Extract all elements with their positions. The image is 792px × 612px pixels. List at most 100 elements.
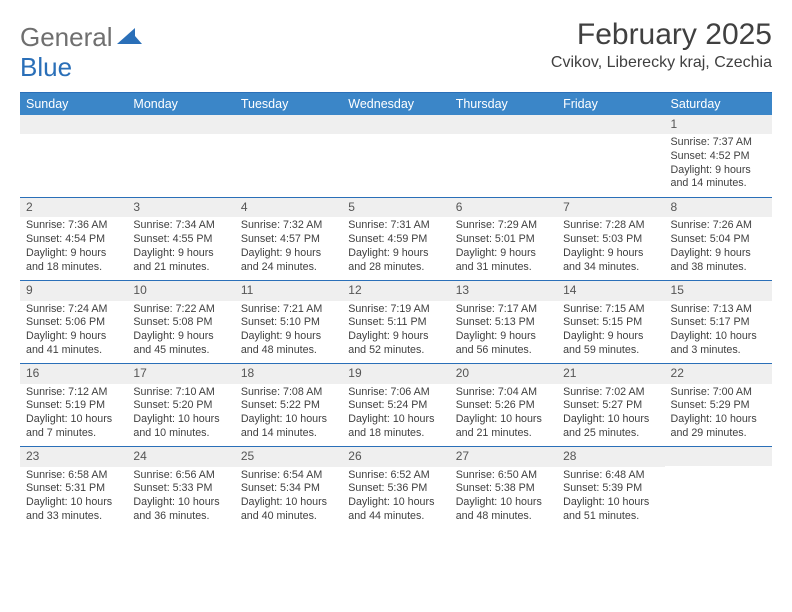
daylight-line: Daylight: 10 hours and 3 minutes. [671,330,768,357]
brand-sail-icon [115,26,143,48]
calendar-day: 13Sunrise: 7:17 AMSunset: 5:13 PMDayligh… [450,281,557,363]
day-number [235,115,342,134]
day-number: 22 [665,364,772,383]
day-number: 12 [342,281,449,300]
sunset-line: Sunset: 5:36 PM [348,482,445,496]
sunset-line: Sunset: 4:54 PM [26,233,123,247]
sunrise-line: Sunrise: 6:52 AM [348,469,445,483]
daylight-line: Daylight: 10 hours and 48 minutes. [456,496,553,523]
sunset-line: Sunset: 5:19 PM [26,399,123,413]
sunrise-line: Sunrise: 6:48 AM [563,469,660,483]
month-title: February 2025 [551,18,772,52]
brand-part2: Blue [20,52,72,83]
calendar-day: 23Sunrise: 6:58 AMSunset: 5:31 PMDayligh… [20,447,127,529]
calendar-day: 7Sunrise: 7:28 AMSunset: 5:03 PMDaylight… [557,198,664,280]
calendar-day: 16Sunrise: 7:12 AMSunset: 5:19 PMDayligh… [20,364,127,446]
daylight-line: Daylight: 9 hours and 34 minutes. [563,247,660,274]
day-number [665,447,772,466]
calendar-day: 28Sunrise: 6:48 AMSunset: 5:39 PMDayligh… [557,447,664,529]
day-number [20,115,127,134]
daylight-line: Daylight: 10 hours and 40 minutes. [241,496,338,523]
sunset-line: Sunset: 4:55 PM [133,233,230,247]
daylight-line: Daylight: 9 hours and 31 minutes. [456,247,553,274]
sunrise-line: Sunrise: 6:58 AM [26,469,123,483]
sunrise-line: Sunrise: 7:26 AM [671,219,768,233]
sunrise-line: Sunrise: 7:08 AM [241,386,338,400]
daylight-line: Daylight: 9 hours and 52 minutes. [348,330,445,357]
sunset-line: Sunset: 5:11 PM [348,316,445,330]
weekday-saturday: Saturday [665,97,772,111]
calendar-day: 5Sunrise: 7:31 AMSunset: 4:59 PMDaylight… [342,198,449,280]
daylight-line: Daylight: 10 hours and 36 minutes. [133,496,230,523]
weekday-sunday: Sunday [20,97,127,111]
weekday-monday: Monday [127,97,234,111]
weekday-thursday: Thursday [450,97,557,111]
sunset-line: Sunset: 5:06 PM [26,316,123,330]
sunset-line: Sunset: 4:57 PM [241,233,338,247]
sunset-line: Sunset: 5:24 PM [348,399,445,413]
day-number: 20 [450,364,557,383]
calendar-week: 16Sunrise: 7:12 AMSunset: 5:19 PMDayligh… [20,363,772,446]
daylight-line: Daylight: 10 hours and 51 minutes. [563,496,660,523]
calendar-day: 9Sunrise: 7:24 AMSunset: 5:06 PMDaylight… [20,281,127,363]
daylight-line: Daylight: 9 hours and 18 minutes. [26,247,123,274]
day-number: 21 [557,364,664,383]
calendar-day: 3Sunrise: 7:34 AMSunset: 4:55 PMDaylight… [127,198,234,280]
sunrise-line: Sunrise: 7:12 AM [26,386,123,400]
weekday-friday: Friday [557,97,664,111]
day-number: 6 [450,198,557,217]
sunrise-line: Sunrise: 7:10 AM [133,386,230,400]
day-number: 10 [127,281,234,300]
daylight-line: Daylight: 9 hours and 48 minutes. [241,330,338,357]
calendar-week: 1Sunrise: 7:37 AMSunset: 4:52 PMDaylight… [20,115,772,197]
calendar-grid: 1Sunrise: 7:37 AMSunset: 4:52 PMDaylight… [20,115,772,530]
calendar-day: 4 Sunrise: 7:32 AMSunset: 4:57 PMDaylight… [235,198,342,280]
weekday-wednesday: Wednesday [342,97,449,111]
sunset-line: Sunset: 5:31 PM [26,482,123,496]
title-block: February 2025 Cvikov, Liberecky kraj, Cz… [551,18,772,72]
calendar-day: 21Sunrise: 7:02 AMSunset: 5:27 PMDayligh… [557,364,664,446]
sunrise-line: Sunrise: 7:32 AM [241,219,338,233]
location-line: Cvikov, Liberecky kraj, Czechia [551,54,772,72]
daylight-line: Daylight: 10 hours and 14 minutes. [241,413,338,440]
daylight-line: Daylight: 10 hours and 10 minutes. [133,413,230,440]
daylight-line: Daylight: 10 hours and 25 minutes. [563,413,660,440]
sunrise-line: Sunrise: 7:00 AM [671,386,768,400]
day-number: 3 [127,198,234,217]
sunrise-line: Sunrise: 7:37 AM [671,136,768,150]
brand-part1: General [20,22,113,53]
sunrise-line: Sunrise: 7:21 AM [241,303,338,317]
day-number: 19 [342,364,449,383]
calendar-day: 27Sunrise: 6:50 AMSunset: 5:38 PMDayligh… [450,447,557,529]
sunset-line: Sunset: 5:26 PM [456,399,553,413]
calendar-week: 9Sunrise: 7:24 AMSunset: 5:06 PMDaylight… [20,280,772,363]
sunset-line: Sunset: 5:08 PM [133,316,230,330]
sunset-line: Sunset: 4:59 PM [348,233,445,247]
sunrise-line: Sunrise: 7:34 AM [133,219,230,233]
sunrise-line: Sunrise: 7:02 AM [563,386,660,400]
calendar-day: 6Sunrise: 7:29 AMSunset: 5:01 PMDaylight… [450,198,557,280]
daylight-line: Daylight: 10 hours and 44 minutes. [348,496,445,523]
daylight-line: Daylight: 9 hours and 24 minutes. [241,247,338,274]
daylight-line: Daylight: 10 hours and 7 minutes. [26,413,123,440]
calendar-day-empty [450,115,557,197]
calendar-day: 10 Sunrise: 7:22 AMSunset: 5:08 PMDayligh… [127,281,234,363]
daylight-line: Daylight: 9 hours and 45 minutes. [133,330,230,357]
sunrise-line: Sunrise: 7:19 AM [348,303,445,317]
sunrise-line: Sunrise: 7:22 AM [133,303,230,317]
day-number: 23 [20,447,127,466]
day-number: 27 [450,447,557,466]
calendar-day: 1Sunrise: 7:37 AMSunset: 4:52 PMDaylight… [665,115,772,197]
sunset-line: Sunset: 4:52 PM [671,150,768,164]
daylight-line: Daylight: 9 hours and 59 minutes. [563,330,660,357]
daylight-line: Daylight: 10 hours and 29 minutes. [671,413,768,440]
sunset-line: Sunset: 5:15 PM [563,316,660,330]
sunrise-line: Sunrise: 7:31 AM [348,219,445,233]
sunset-line: Sunset: 5:38 PM [456,482,553,496]
weekday-header-row: Sunday Monday Tuesday Wednesday Thursday… [20,93,772,115]
day-number: 5 [342,198,449,217]
daylight-line: Daylight: 9 hours and 38 minutes. [671,247,768,274]
sunrise-line: Sunrise: 6:54 AM [241,469,338,483]
day-number: 4 [235,198,342,217]
header: General February 2025 Cvikov, Liberecky … [20,18,772,72]
